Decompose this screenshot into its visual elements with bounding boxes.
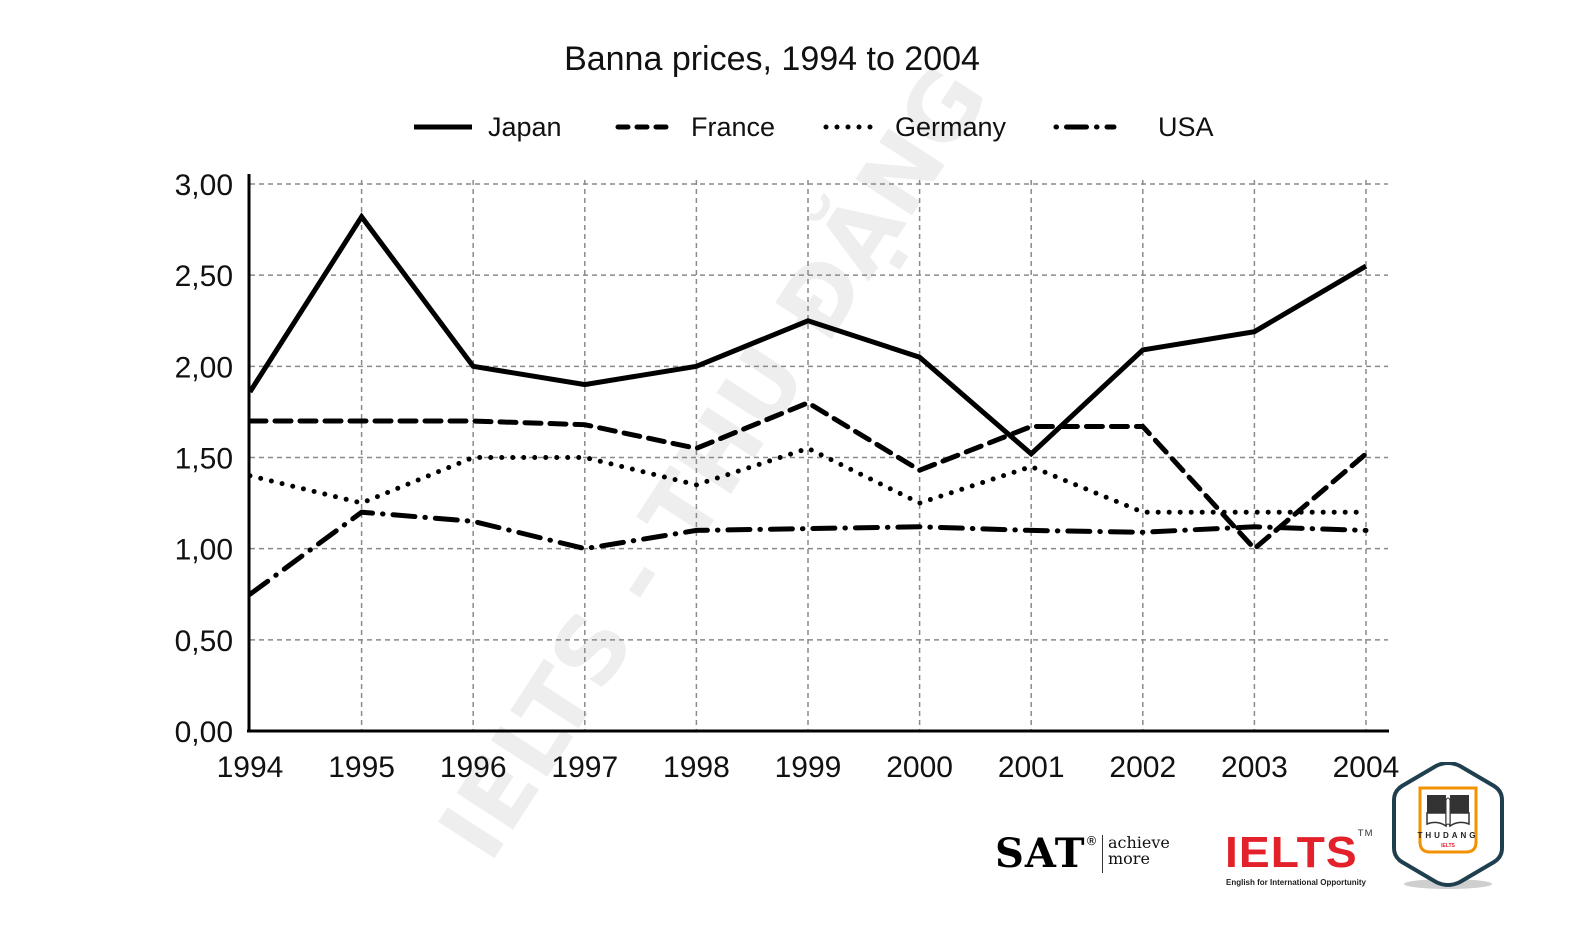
sat-logo-text: SAT [995,830,1086,877]
legend-label-japan: Japan [488,112,562,142]
x-tick-label: 1994 [217,751,284,784]
badge-frame [1418,786,1478,854]
chart-title: Banna prices, 1994 to 2004 [564,40,980,78]
x-tick-label: 2004 [1333,751,1400,784]
axes [247,174,1389,733]
sat-tagline-line-1: achieve [1108,833,1170,852]
y-tick-label: 0,00 [175,716,233,749]
ielts-tagline: English for International Opportunity [1226,878,1366,887]
x-tick-label: 2000 [886,751,953,784]
legend-label-france: France [691,112,775,142]
ielts-logo-text: IELTS [1225,828,1358,877]
x-tick-label: 2003 [1221,751,1288,784]
x-tick-labels: 1994 1995 1996 1997 1998 1999 2000 2001 2002 2003… [217,751,1400,784]
series-line-usa [247,509,1369,597]
badge-name: THUDANG [1418,831,1479,840]
book-icon [1426,795,1470,828]
sat-tagline-line-2: more [1108,849,1150,868]
series-line-germany [247,445,1369,515]
y-tick-label: 3,00 [175,169,233,202]
x-tick-label: 1996 [440,751,507,784]
series-group [247,212,1369,597]
x-tick-label: 2002 [1109,751,1176,784]
x-tick-label: 1995 [328,751,395,784]
y-tick-label: 1,50 [175,443,233,476]
x-tick-label: 1997 [551,751,618,784]
legend-label-germany: Germany [895,112,1007,142]
y-tick-label: 1,00 [175,534,233,567]
thudang-badge-logo: THUDANG IELTS [1392,762,1504,889]
series-line-japan [247,212,1368,458]
y-tick-labels: 0,00 0,50 1,00 1,50 2,00 2,50 3,00 [175,169,233,749]
sat-divider [1102,835,1103,873]
sat-tagline: achieve more [1108,835,1170,867]
legend-label-usa: USA [1158,112,1214,142]
y-tick-label: 0,50 [175,625,233,658]
x-tick-label: 2001 [998,751,1065,784]
sat-logo: SAT® [995,830,1099,877]
y-tick-label: 2,50 [175,260,233,293]
sat-registered-mark: ® [1085,834,1099,848]
y-tick-label: 2,00 [175,351,233,384]
badge-subtitle: IELTS [1441,843,1455,849]
series-line-france [247,400,1369,553]
partner-logos: SAT® achieve more IELTSTM English for Int… [990,815,1550,925]
ielts-logo: IELTSTM [1225,828,1373,878]
x-tick-label: 1998 [663,751,730,784]
grid [250,180,1388,731]
ielts-trademark: TM [1357,828,1374,838]
legend: Japan France Germany USA [414,112,1214,142]
x-tick-label: 1999 [775,751,842,784]
